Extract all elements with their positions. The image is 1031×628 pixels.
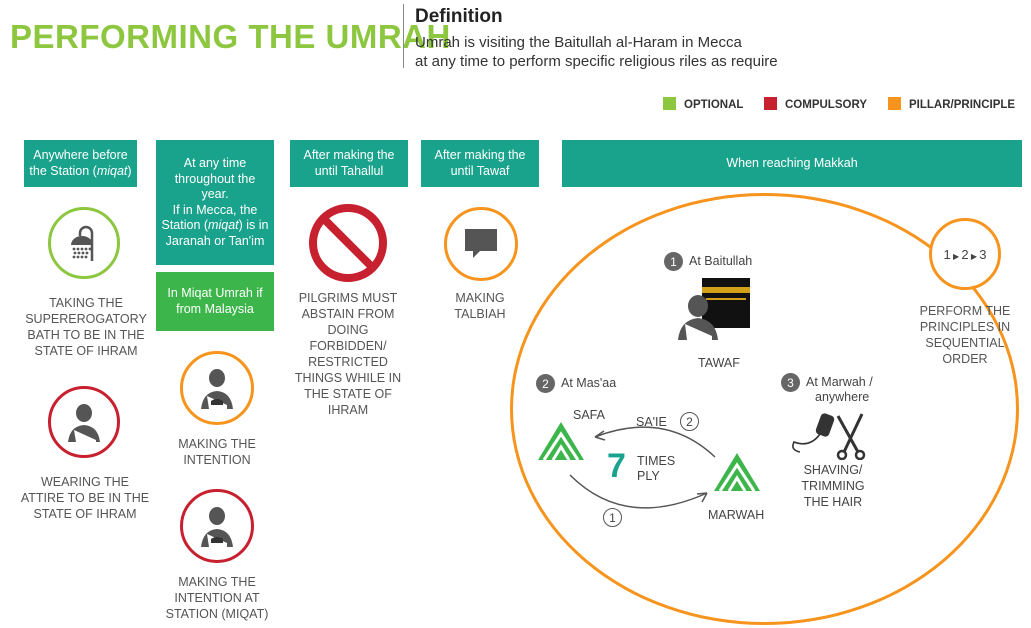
step3-label: 3 At Marwah /	[781, 373, 873, 392]
shower-circle	[48, 207, 120, 279]
saie-label: SA'IE	[636, 415, 667, 429]
col2-box-em: miqat	[208, 218, 239, 232]
step3-label-l2: anywhere	[815, 390, 870, 404]
legend-label-compulsory: COMPULSORY	[785, 99, 867, 111]
makkah-header-box: When reaching Makkah	[562, 140, 1022, 187]
tawaf-label: TAWAF	[698, 356, 740, 370]
sequence-arrow-icon: ▶	[950, 251, 962, 261]
step3-text-l1: At Marwah /	[806, 374, 873, 389]
intention-miqat-circle	[180, 489, 254, 563]
marwah-label: MARWAH	[708, 508, 765, 522]
times-ply-label: TIMES PLY	[637, 454, 675, 484]
makkah-circle	[510, 193, 1019, 625]
header-divider	[403, 4, 404, 68]
kaaba-tawaf-icon	[678, 278, 758, 345]
step1-text: At Baitullah	[689, 253, 753, 268]
shaving-label: SHAVING/ TRIMMING THE HAIR	[801, 463, 865, 509]
step1-number: 1	[664, 252, 683, 271]
legend-pillar: PILLAR/PRINCIPLE	[888, 97, 1015, 111]
saie-number: 2	[680, 412, 699, 431]
col1-item1-label: TAKING THE SUPEREROGATORY BATH TO BE IN …	[25, 296, 147, 358]
col1-box-em: miqat	[96, 163, 128, 178]
speech-bubble-icon	[465, 229, 497, 258]
definition-line-1: Umrah is visiting the Baitullah al-Haram…	[415, 34, 742, 51]
lower-route-number: 1	[603, 508, 622, 527]
legend-swatch-compulsory	[764, 97, 777, 110]
col4-item-label: MAKING TALBIAH	[454, 291, 506, 321]
legend-compulsory: COMPULSORY	[764, 97, 867, 111]
shower-icon	[71, 225, 94, 261]
intention-circle	[180, 351, 254, 425]
col1-item2-label: WEARING THE ATTIRE TO BE IN THE STATE OF…	[20, 475, 150, 521]
legend-label-optional: OPTIONAL	[684, 99, 744, 111]
col2-item1-label: MAKING THE INTENTION	[178, 437, 256, 467]
col1-box-post: )	[127, 163, 132, 178]
legend-swatch-pillar	[888, 97, 901, 110]
sa-ie-arrows-icon	[569, 426, 716, 509]
definition-line-2: at any time to perform specific religiou…	[415, 53, 778, 70]
col1-header-box: Anywhere before the Station (miqat)	[24, 140, 137, 187]
shaver-scissors-icon	[790, 408, 868, 465]
praying-person-icon	[201, 369, 233, 409]
safa-hill-icon	[536, 420, 586, 467]
praying-person-icon	[201, 507, 233, 547]
col2-miqat-box: In Miqat Umrah if from Malaysia	[156, 272, 274, 331]
step2-number: 2	[536, 374, 555, 393]
legend-optional: OPTIONAL	[663, 97, 743, 111]
col1-box-text: Anywhere before the Station (	[29, 148, 128, 178]
talbiah-circle	[444, 207, 518, 281]
col2-box-line2a: If in Mecca, the Station (	[161, 202, 258, 233]
step2-text: At Mas'aa	[561, 375, 617, 390]
ply-text: PLY	[637, 469, 660, 483]
sequence-text: 1 ▶ 2 ▶ 3	[944, 247, 987, 262]
sequence-3: 3	[979, 246, 987, 262]
safa-label: SAFA	[573, 408, 605, 422]
definition-heading: Definition	[415, 6, 503, 27]
col2-box-line1: At any time throughout the year.	[174, 156, 256, 201]
sequence-arrow-icon: ▶	[968, 251, 980, 261]
sequence-1: 1	[943, 246, 951, 262]
col2-box-line2b: ) is in Jaranah or Tan'im	[165, 218, 269, 248]
marwah-hill-icon	[712, 451, 762, 498]
sequence-circle: 1 ▶ 2 ▶ 3	[929, 218, 1001, 290]
col3-item-label: PILGRIMS MUST ABSTAIN FROM DOING FORBIDD…	[294, 291, 402, 417]
step2-label: 2 At Mas'aa	[536, 374, 616, 393]
times-text: TIMES	[637, 454, 676, 468]
col4-header-box: After making the until Tawaf	[421, 140, 539, 187]
seven-number: 7	[607, 447, 626, 485]
col2-box-line2: If in Mecca, the Station (miqat) is in J…	[160, 203, 270, 250]
col2-header-box: At any time throughout the year. If in M…	[156, 140, 274, 265]
page-title: PERFORMING THE UMRAH	[10, 18, 451, 55]
definition-text: Umrah is visiting the Baitullah al-Haram…	[415, 33, 835, 71]
legend-label-pillar: PILLAR/PRINCIPLE	[909, 99, 1016, 111]
legend-swatch-optional	[663, 97, 676, 110]
pilgrim-attire-icon	[68, 404, 100, 442]
step3-number: 3	[781, 373, 800, 392]
col2-item2-label: MAKING THE INTENTION AT STATION (MIQAT)	[165, 575, 269, 621]
col3-header-box: After making the until Tahallul	[290, 140, 408, 187]
prohibited-icon	[308, 203, 388, 288]
attire-circle	[48, 386, 120, 458]
order-label: PERFORM THE PRINCIPLES IN SEQUENTIAL ORD…	[919, 304, 1011, 366]
step1-label: 1 At Baitullah	[664, 252, 752, 271]
sequence-2: 2	[961, 246, 969, 262]
